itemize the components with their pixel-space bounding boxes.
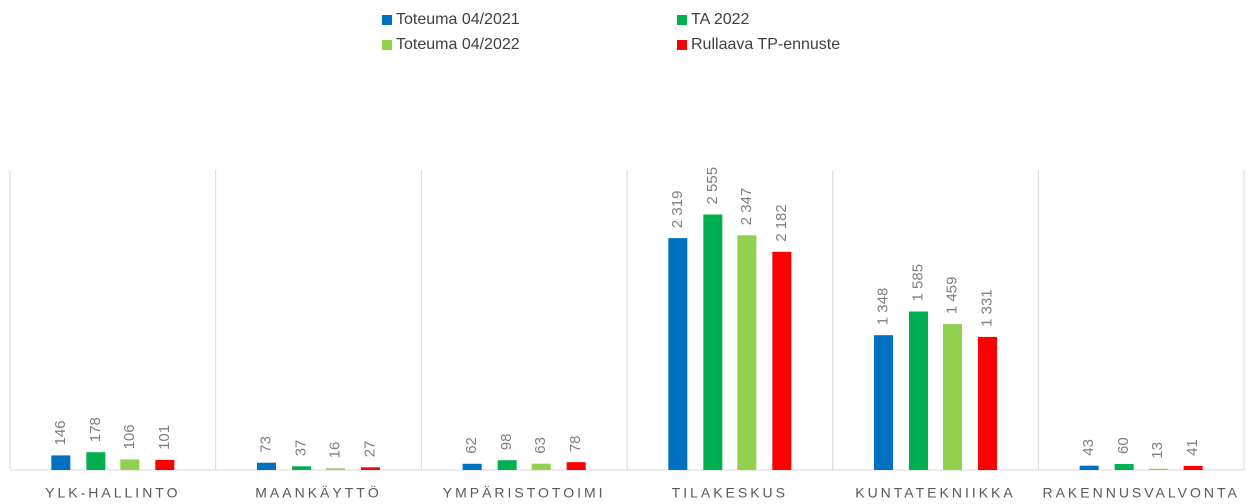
legend-label: Rullaava TP-ennuste bbox=[691, 36, 840, 53]
data-label: 16 bbox=[326, 442, 343, 459]
bar bbox=[1148, 468, 1168, 470]
bar bbox=[120, 459, 140, 470]
bar bbox=[703, 214, 723, 470]
x-tick-label: YMPÄRISTOTOIMI bbox=[443, 485, 606, 501]
data-label: 2 182 bbox=[773, 204, 790, 242]
bar bbox=[1079, 465, 1099, 470]
data-label: 13 bbox=[1149, 442, 1166, 459]
data-label: 60 bbox=[1115, 437, 1132, 454]
bar bbox=[51, 455, 71, 470]
data-label: 78 bbox=[567, 436, 584, 453]
bar bbox=[943, 324, 962, 470]
legend-swatch bbox=[382, 40, 392, 50]
legend-swatch bbox=[677, 40, 687, 50]
data-label: 63 bbox=[532, 437, 549, 454]
bar bbox=[909, 311, 928, 470]
bar bbox=[737, 235, 757, 470]
bar bbox=[874, 335, 893, 470]
data-label: 1 585 bbox=[909, 264, 926, 302]
data-label: 146 bbox=[52, 420, 69, 445]
data-label: 2 555 bbox=[704, 167, 721, 205]
data-label: 1 348 bbox=[874, 288, 891, 326]
data-label: 43 bbox=[1080, 439, 1097, 456]
data-label: 1 459 bbox=[943, 277, 960, 315]
bar bbox=[155, 459, 175, 470]
bar bbox=[326, 468, 345, 470]
data-label: 101 bbox=[156, 425, 173, 450]
bar bbox=[361, 467, 380, 470]
x-tick-label: TILAKESKUS bbox=[672, 485, 788, 501]
bar bbox=[531, 463, 551, 470]
data-label: 98 bbox=[498, 434, 515, 451]
bar bbox=[292, 466, 311, 470]
bar bbox=[1114, 464, 1134, 470]
bar bbox=[772, 251, 792, 470]
bar bbox=[668, 238, 688, 470]
bar bbox=[497, 460, 517, 470]
x-tick-label: YLK-HALLINTO bbox=[45, 485, 180, 501]
x-tick-label: KUNTATEKNIIKKA bbox=[855, 485, 1016, 501]
bar bbox=[566, 462, 586, 470]
data-label: 2 347 bbox=[738, 188, 755, 226]
data-label: 1 331 bbox=[978, 289, 995, 327]
x-tick-label: MAANKÄYTTÖ bbox=[255, 484, 381, 501]
data-label: 73 bbox=[257, 436, 274, 453]
x-tick-label: RAKENNUSVALVONTA bbox=[1042, 485, 1239, 501]
data-label: 106 bbox=[121, 424, 138, 449]
data-label: 27 bbox=[361, 441, 378, 458]
legend-label: Toteuma 04/2021 bbox=[396, 11, 520, 28]
bar bbox=[978, 336, 997, 470]
bar bbox=[462, 463, 482, 470]
data-label: 37 bbox=[292, 440, 309, 457]
legend-swatch bbox=[677, 15, 687, 25]
bar bbox=[86, 452, 106, 470]
data-label: 178 bbox=[87, 417, 104, 442]
legend-swatch bbox=[382, 15, 392, 25]
bar bbox=[257, 462, 276, 470]
legend-label: Toteuma 04/2022 bbox=[396, 36, 520, 53]
data-label: 41 bbox=[1184, 439, 1201, 456]
data-label: 62 bbox=[463, 437, 480, 454]
legend-label: TA 2022 bbox=[691, 11, 750, 28]
data-label: 2 319 bbox=[669, 191, 686, 229]
bar bbox=[1183, 465, 1203, 470]
